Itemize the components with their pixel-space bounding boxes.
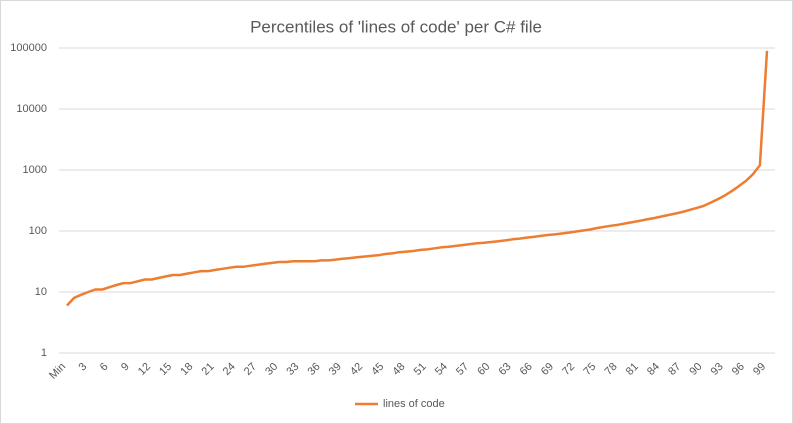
y-tick-label: 1: [41, 347, 47, 359]
chart-title: Percentiles of 'lines of code' per C# fi…: [250, 17, 542, 36]
y-tick-label: 100: [29, 225, 47, 237]
y-tick-label: 1000: [23, 164, 47, 176]
legend-label: lines of code: [383, 398, 445, 410]
y-tick-label: 100000: [10, 42, 47, 54]
y-tick-label: 10: [35, 286, 47, 298]
y-tick-label: 10000: [16, 103, 47, 115]
data-line: [66, 50, 769, 307]
